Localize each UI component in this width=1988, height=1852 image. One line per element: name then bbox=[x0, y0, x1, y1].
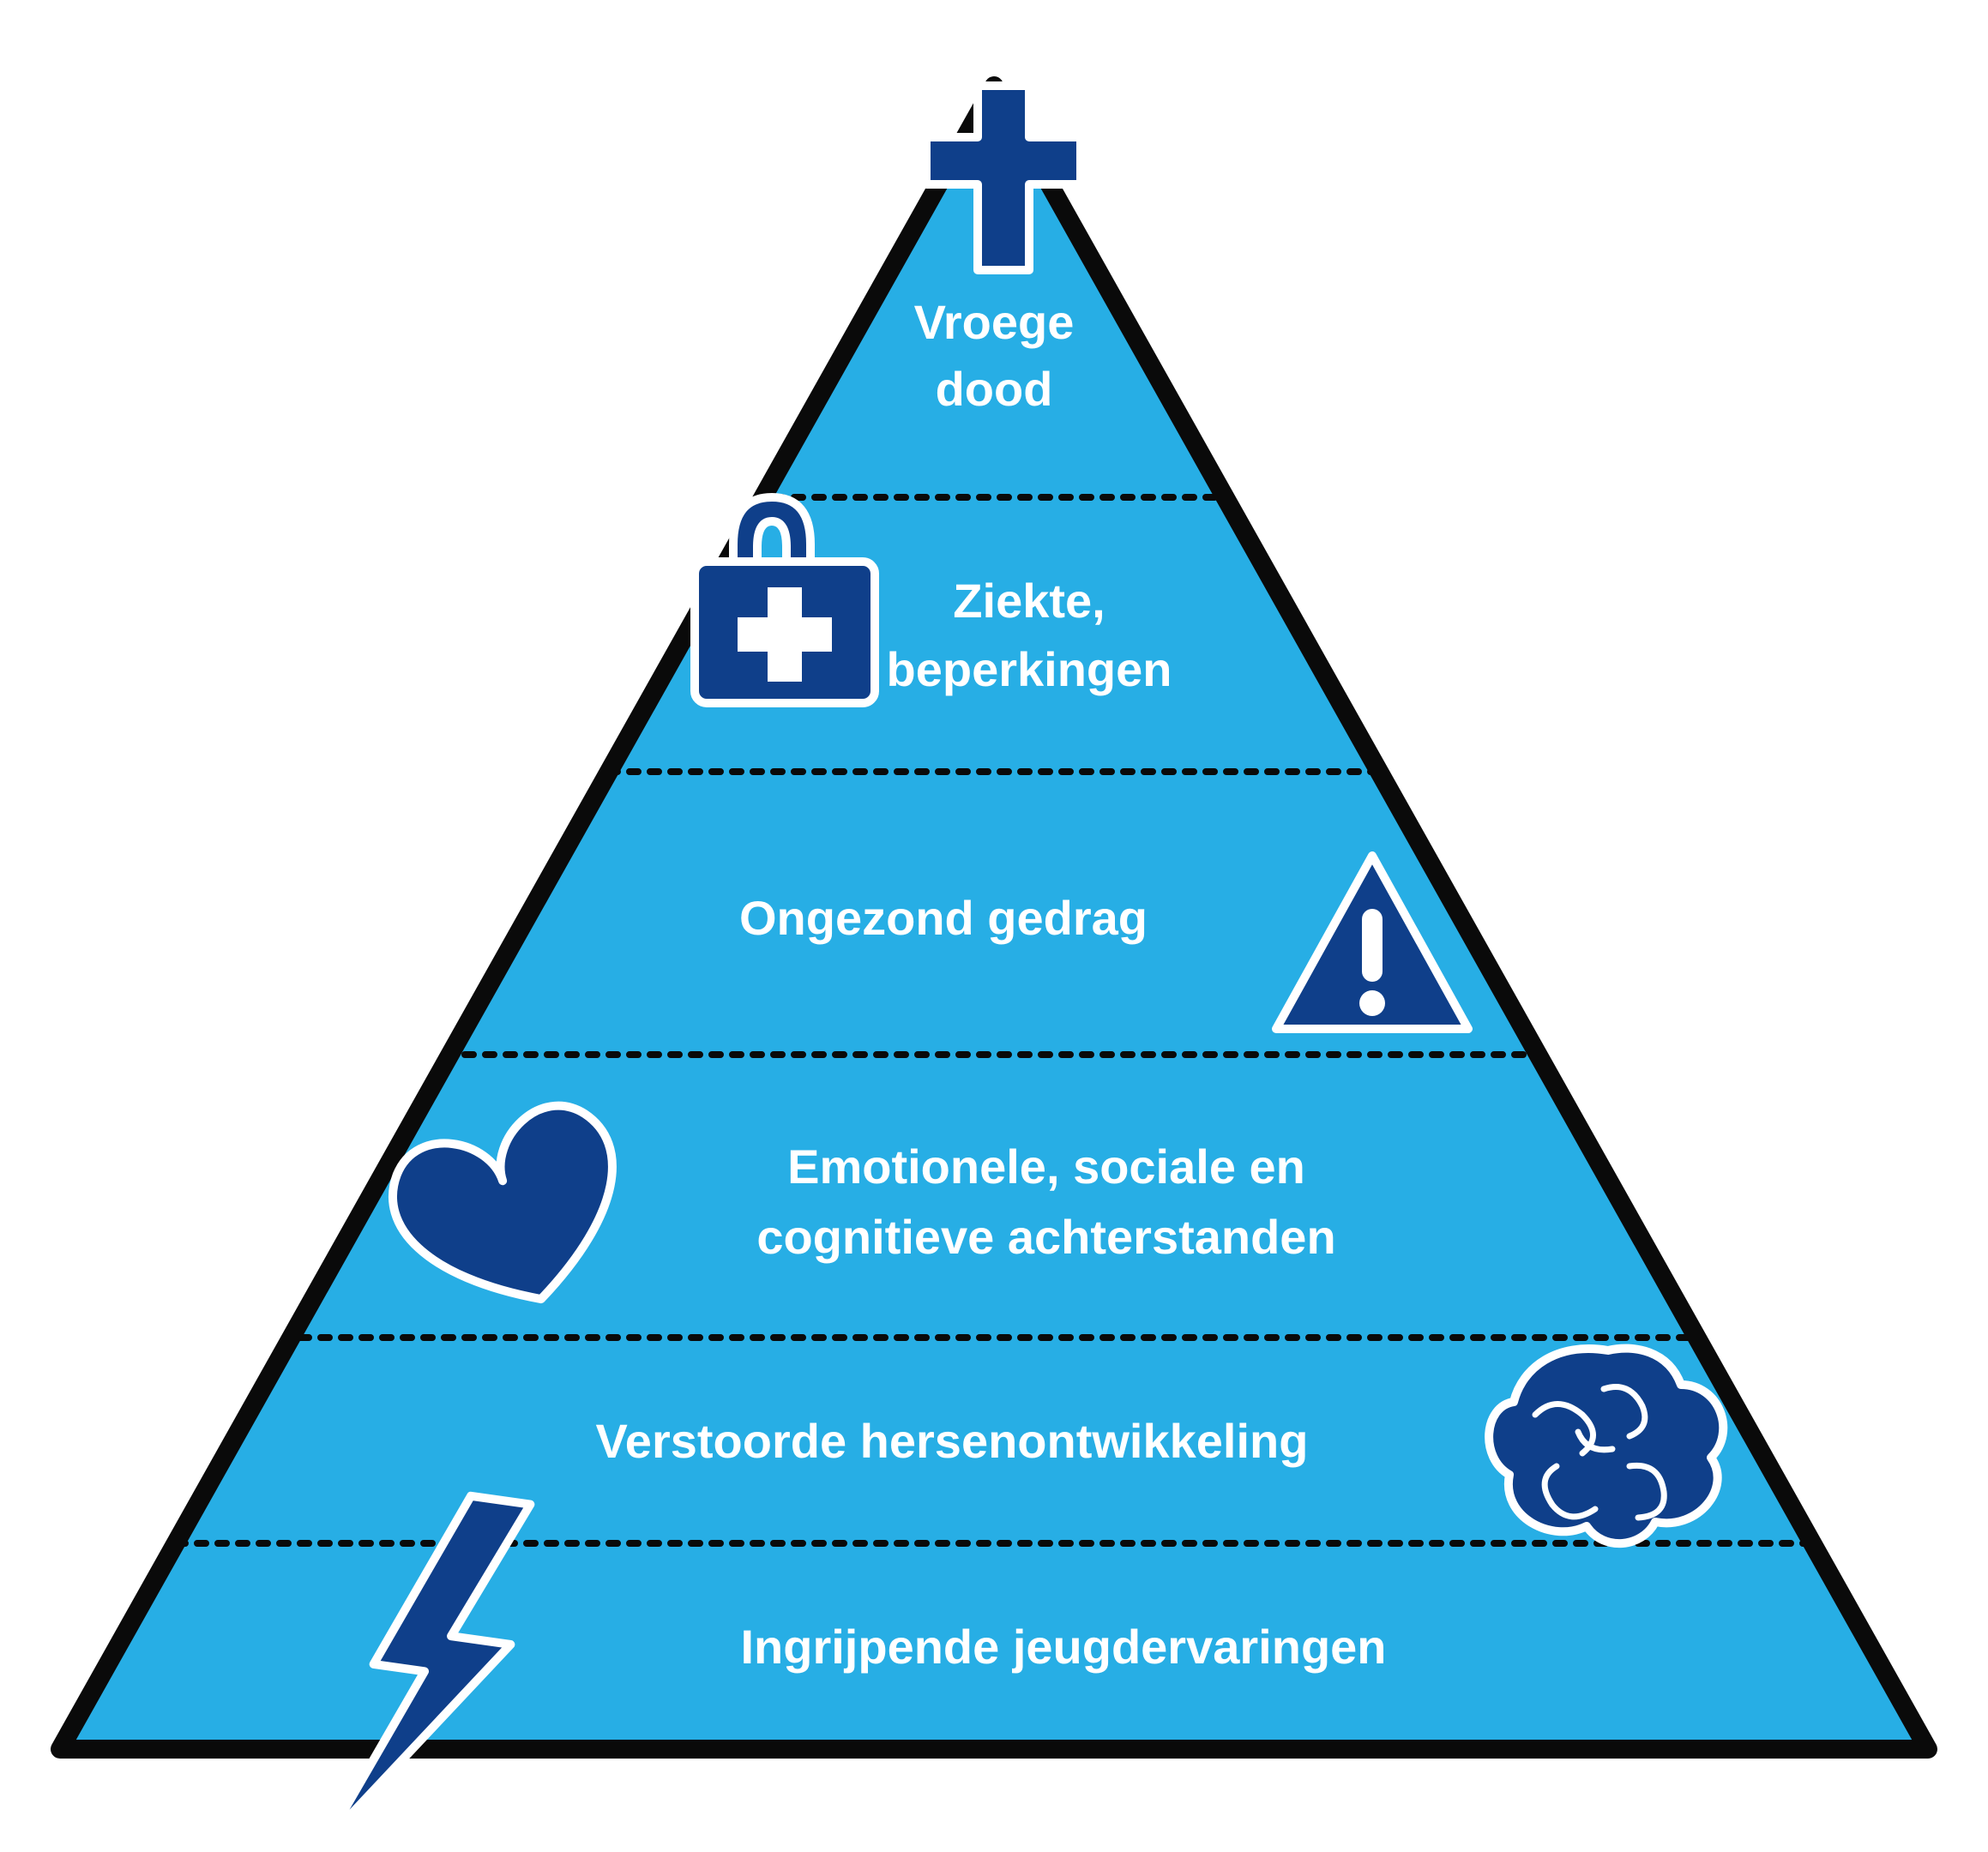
level-label: Verstoorde hersenontwikkeling bbox=[596, 1414, 1309, 1468]
level-label: Vroege bbox=[914, 295, 1075, 349]
pyramid-diagram: Vroege dood Ziekte, beperkingen Ongezond ged… bbox=[0, 0, 1988, 1852]
level-label: Ongezond gedrag bbox=[739, 891, 1148, 945]
level-label: cognitieve achterstanden bbox=[756, 1210, 1335, 1264]
level-label: Ingrijpende jeugdervaringen bbox=[740, 1620, 1386, 1674]
level-label: dood bbox=[936, 362, 1053, 416]
level-label: Ziekte, bbox=[953, 574, 1105, 628]
level-label: Emotionele, sociale en bbox=[787, 1139, 1305, 1194]
level-label: beperkingen bbox=[887, 642, 1172, 696]
